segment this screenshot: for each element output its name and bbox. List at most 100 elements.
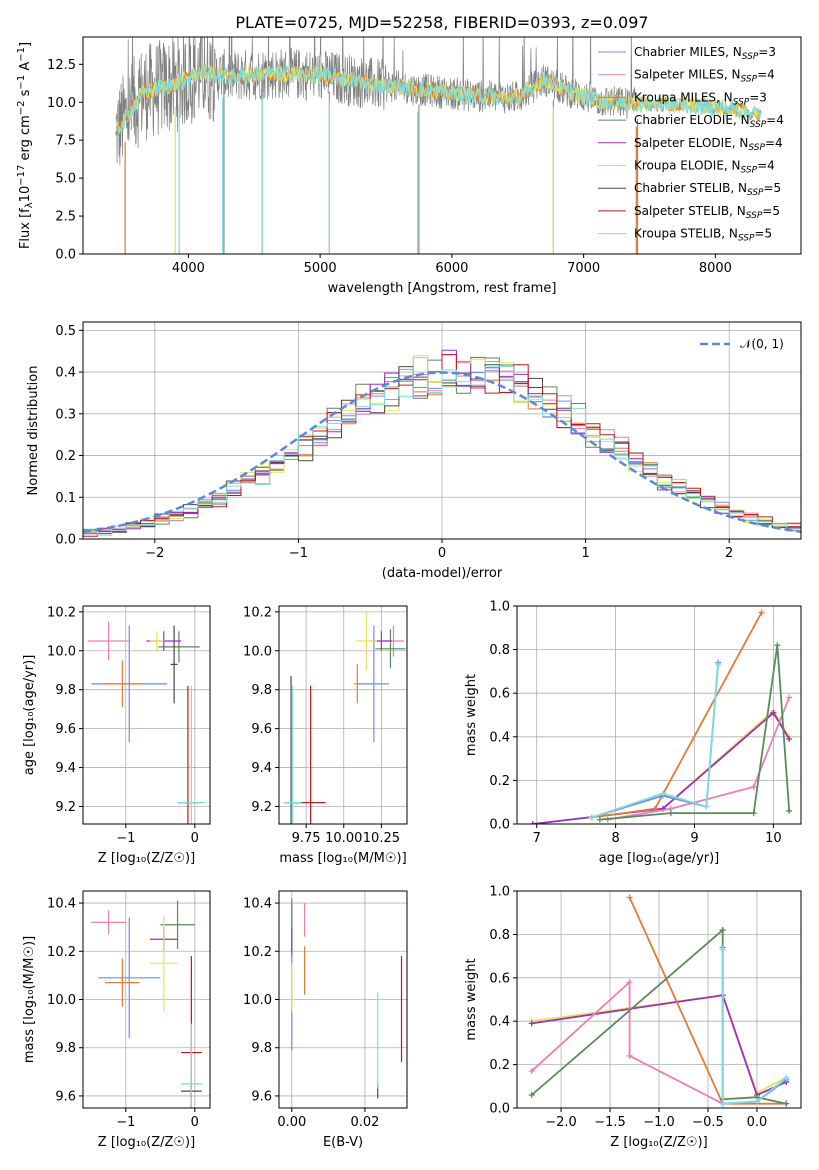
- legend-entry-sub: SSP: [747, 188, 764, 198]
- weight-series-line: [532, 709, 790, 824]
- errorbar-point: [149, 915, 178, 1012]
- spectrum-xtick-label: 5000: [304, 261, 337, 276]
- spectrum-xlabel: wavelength [Angstrom, rest frame]: [328, 281, 557, 296]
- errorbar-point: [91, 910, 126, 935]
- spectrum-xtick-label: 7000: [567, 261, 600, 276]
- weight-marker: [719, 1100, 726, 1107]
- weight-vs-age-panel: 7 8 9 10 0.0 0.2 0.4 0.6 0.8 1.0 age [log₁₀(age/yr…: [464, 600, 802, 866]
- weight-vs-Z-xtick-label: −2.0: [545, 1115, 577, 1130]
- errorbar-point: [149, 631, 164, 651]
- age-vs-Z-ytick-label: 9.2: [55, 800, 76, 815]
- legend-entry-tail: =5: [764, 181, 782, 195]
- legend-entry-name: Kroupa STELIB, N: [634, 227, 738, 241]
- errorbar-point: [87, 621, 130, 661]
- age-vs-mass-plot-area: [283, 611, 406, 824]
- legend-entry-tail: =4: [765, 136, 783, 150]
- weight-vs-age-ytick-label: 1.0: [489, 600, 510, 615]
- age-vs-Z-xtick-label: 0: [191, 831, 199, 846]
- errorbar-point: [283, 685, 302, 824]
- errorbar-point: [181, 1023, 202, 1108]
- spectrum-ytick-label: 2.5: [55, 210, 76, 225]
- weight-marker: [770, 709, 777, 716]
- weight-vs-age-xtick-label: 7: [533, 831, 541, 846]
- age-vs-Z-ytick-label: 9.6: [55, 722, 76, 737]
- errorbar-point: [158, 631, 200, 663]
- weight-vs-Z-ytick-label: 1.0: [489, 885, 510, 900]
- spectrum-ylabel: Flux [fλ10−17 erg cm−2 s−1 A−1]: [16, 42, 35, 249]
- weight-vs-age-xtick-label: 10: [765, 831, 782, 846]
- residuals-ytick-label: 0.2: [55, 449, 76, 464]
- spectrum-ylabel-part: −17: [16, 165, 27, 186]
- residual-histogram: [83, 357, 801, 538]
- weight-vs-Z-panel: −2.0 −1.5 −1.0 −0.5 0.0 0.0 0.2 0.4 0.6 0.8 1.0 Z […: [464, 885, 802, 1150]
- legend-entry-name: Salpeter ELODIE, N: [634, 136, 748, 150]
- spectrum-ylabel-part: λ: [24, 202, 35, 208]
- age-vs-Z-xlabel: Z [log₁₀(Z/Z☉)]: [98, 851, 195, 866]
- weight-series-line: [607, 697, 791, 821]
- residuals-plot-area: [83, 349, 801, 538]
- residuals-xlabel: (data-model)/error: [382, 566, 503, 581]
- weight-vs-Z-ylabel: mass weight: [464, 958, 479, 1040]
- weight-marker: [719, 946, 726, 953]
- errorbar-point: [358, 625, 389, 743]
- weight-vs-Z-xlabel: Z [log₁₀(Z/Z☉)]: [610, 1135, 707, 1150]
- spectrum-xtick-label: 8000: [699, 261, 732, 276]
- weight-marker: [758, 609, 765, 616]
- weight-vs-Z-xtick-label: 0.0: [747, 1115, 768, 1130]
- residuals-ylabel: Normed distribution: [26, 366, 41, 496]
- legend-entry: Chabrier MILES, NSSP=3: [634, 45, 776, 62]
- legend-entry: Salpeter ELODIE, NSSP=4: [634, 136, 783, 153]
- mass-vs-Z-xlabel: Z [log₁₀(Z/Z☉)]: [98, 1135, 195, 1150]
- legend-entry-tail: =5: [754, 227, 772, 241]
- residuals-xtick-label: 1: [581, 546, 589, 561]
- spectrum-xtick-label: 6000: [435, 261, 468, 276]
- weight-marker: [667, 810, 674, 817]
- weight-vs-age-frame: [516, 605, 802, 825]
- weight-vs-Z-xtick-label: −1.0: [643, 1115, 675, 1130]
- weight-vs-Z-xtick-label: −0.5: [692, 1115, 724, 1130]
- weight-marker: [529, 821, 536, 824]
- errorbar-point: [354, 664, 361, 704]
- age-vs-Z-plot-area: [87, 621, 206, 824]
- legend-entry-name: Chabrier MILES, N: [634, 45, 742, 59]
- weight-marker: [774, 642, 781, 649]
- weight-marker: [719, 927, 726, 934]
- weight-marker: [596, 816, 603, 823]
- legend-entry-tail: =4: [757, 159, 775, 173]
- weight-marker: [753, 1098, 760, 1105]
- legend-entry-sub: SSP: [746, 211, 763, 221]
- legend-entry-name: Chabrier STELIB, N: [634, 181, 747, 195]
- weight-vs-Z-ytick-label: 0.4: [489, 1015, 510, 1030]
- weight-marker: [783, 1074, 790, 1081]
- legend-entry: Kroupa ELODIE, NSSP=4: [634, 159, 775, 176]
- weight-vs-Z-plot-area: [528, 894, 790, 1107]
- weight-vs-age-ytick-label: 0.0: [489, 818, 510, 833]
- spectrum-ytick-label: 0.0: [55, 248, 76, 263]
- residuals-panel: −2 −1 0 1 2 0.0 0.1 0.2 0.3 0.4 0.5 (data-model)/er…: [26, 321, 802, 581]
- legend-entry-tail: =4: [766, 113, 784, 127]
- residuals-ytick-label: 0.1: [55, 491, 76, 506]
- weight-marker: [786, 735, 793, 742]
- weight-series-line: [591, 612, 763, 819]
- mass-vs-ebv-xtick-label: 0.02: [350, 1115, 379, 1130]
- errorbar-point: [170, 625, 178, 704]
- mass-vs-ebv-plot-area: [291, 898, 403, 1099]
- mass-vs-ebv-panel: 0.00 0.02 9.6 9.8 10.0 10.2 10.4 E(B-V): [243, 890, 408, 1150]
- weight-marker: [659, 790, 666, 797]
- weight-vs-age-ytick-label: 0.4: [489, 730, 510, 745]
- spectrum-panel: 4000 5000 6000 7000 8000 0.0 2.5 5.0 7.5 10.0 12.5…: [16, 36, 802, 296]
- weight-series-line: [591, 664, 720, 819]
- spectrum-ylabel-part: ]: [18, 42, 33, 47]
- legend-entry-name: Kroupa ELODIE, N: [634, 159, 741, 173]
- weight-vs-age-xtick-label: 9: [690, 831, 698, 846]
- weight-marker: [783, 1100, 790, 1107]
- legend-entry-sub: SSP: [741, 75, 758, 85]
- residuals-xtick-label: −2: [145, 546, 164, 561]
- mass-vs-ebv-xlabel: E(B-V): [323, 1135, 363, 1150]
- weight-marker: [786, 694, 793, 701]
- weight-vs-Z-ytick-label: 0.8: [489, 928, 510, 943]
- mass-vs-Z-ytick-label: 9.8: [55, 1041, 76, 1056]
- weight-marker: [528, 1068, 535, 1075]
- weight-marker: [626, 979, 633, 986]
